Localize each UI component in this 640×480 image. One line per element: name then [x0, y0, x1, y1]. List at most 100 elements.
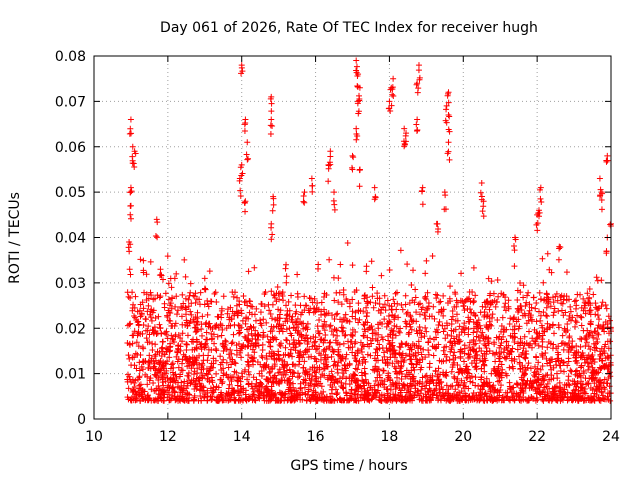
data-point: [543, 290, 550, 297]
data-point-peak: [283, 279, 290, 286]
data-point: [156, 369, 163, 376]
data-point: [301, 337, 308, 344]
data-point: [393, 306, 400, 313]
data-point: [169, 384, 176, 391]
data-point: [466, 339, 473, 346]
data-point: [356, 316, 363, 323]
data-point: [461, 320, 468, 327]
data-point: [287, 330, 294, 337]
data-point: [511, 356, 518, 363]
data-point: [228, 340, 235, 347]
data-point-peak: [202, 286, 209, 293]
data-point: [312, 346, 319, 353]
data-point: [372, 299, 379, 306]
data-point: [138, 387, 145, 394]
data-point: [600, 384, 607, 391]
data-point: [174, 383, 181, 390]
data-point: [482, 390, 489, 397]
data-point: [473, 320, 480, 327]
data-point: [273, 394, 280, 401]
data-point: [468, 309, 475, 316]
data-point: [135, 343, 142, 350]
data-point: [137, 301, 144, 308]
data-point: [514, 346, 521, 353]
data-point: [532, 363, 539, 370]
data-point: [208, 363, 215, 370]
data-point: [242, 320, 249, 327]
data-point: [549, 396, 556, 403]
data-point: [173, 293, 180, 300]
data-point: [555, 324, 562, 331]
data-point: [587, 302, 594, 309]
data-point: [197, 289, 204, 296]
data-point: [590, 291, 597, 298]
y-tick-label: 0.07: [55, 94, 86, 110]
data-point: [352, 338, 359, 345]
data-point: [288, 292, 295, 299]
data-point: [349, 349, 356, 356]
data-point: [413, 328, 420, 335]
data-point: [193, 345, 200, 352]
data-point: [205, 303, 212, 310]
data-point: [169, 322, 176, 329]
data-point: [204, 311, 211, 318]
data-point: [461, 342, 468, 349]
data-point: [142, 327, 149, 334]
data-point: [151, 360, 158, 367]
data-point: [426, 385, 433, 392]
data-point: [246, 309, 253, 316]
data-point: [233, 302, 240, 309]
data-point: [179, 338, 186, 345]
data-point: [479, 329, 486, 336]
data-point: [481, 341, 488, 348]
data-point: [139, 344, 146, 351]
data-point: [184, 323, 191, 330]
data-point: [585, 363, 592, 370]
data-point: [174, 307, 181, 314]
data-point: [205, 371, 212, 378]
data-point: [603, 305, 610, 312]
data-point: [193, 328, 200, 335]
data-point: [558, 340, 565, 347]
data-point: [234, 312, 241, 319]
data-point: [236, 298, 243, 305]
data-point: [429, 253, 436, 260]
data-point: [369, 335, 376, 342]
data-point: [213, 298, 220, 305]
data-point: [319, 396, 326, 403]
data-point-peak: [268, 100, 275, 107]
data-point: [346, 318, 353, 325]
data-point: [355, 381, 362, 388]
x-tick-label: 12: [159, 429, 177, 445]
data-point-peak: [330, 197, 337, 204]
data-point: [462, 324, 469, 331]
data-point: [432, 367, 439, 374]
data-point: [292, 319, 299, 326]
data-point: [234, 390, 241, 397]
data-point: [222, 338, 229, 345]
data-point: [398, 376, 405, 383]
data-point-peak: [327, 153, 334, 160]
data-point: [506, 320, 513, 327]
data-point: [198, 366, 205, 373]
data-point: [356, 358, 363, 365]
data-point: [489, 383, 496, 390]
data-point: [487, 388, 494, 395]
data-point: [478, 376, 485, 383]
data-point: [424, 305, 431, 312]
data-point: [345, 397, 352, 404]
data-point: [573, 367, 580, 374]
data-point: [526, 328, 533, 335]
data-point: [211, 340, 218, 347]
data-point: [460, 382, 467, 389]
data-point-peak: [443, 102, 450, 109]
data-point: [437, 396, 444, 403]
data-point: [345, 344, 352, 351]
data-point: [599, 299, 606, 306]
data-point: [367, 352, 374, 359]
data-point: [359, 360, 366, 367]
data-point: [227, 347, 234, 354]
data-point-peak: [598, 206, 605, 213]
data-point-peak: [446, 113, 453, 120]
data-point: [406, 351, 413, 358]
